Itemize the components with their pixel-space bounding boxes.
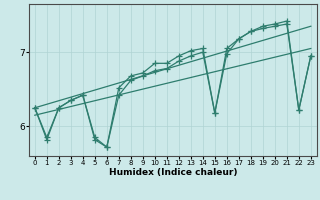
- X-axis label: Humidex (Indice chaleur): Humidex (Indice chaleur): [108, 168, 237, 177]
